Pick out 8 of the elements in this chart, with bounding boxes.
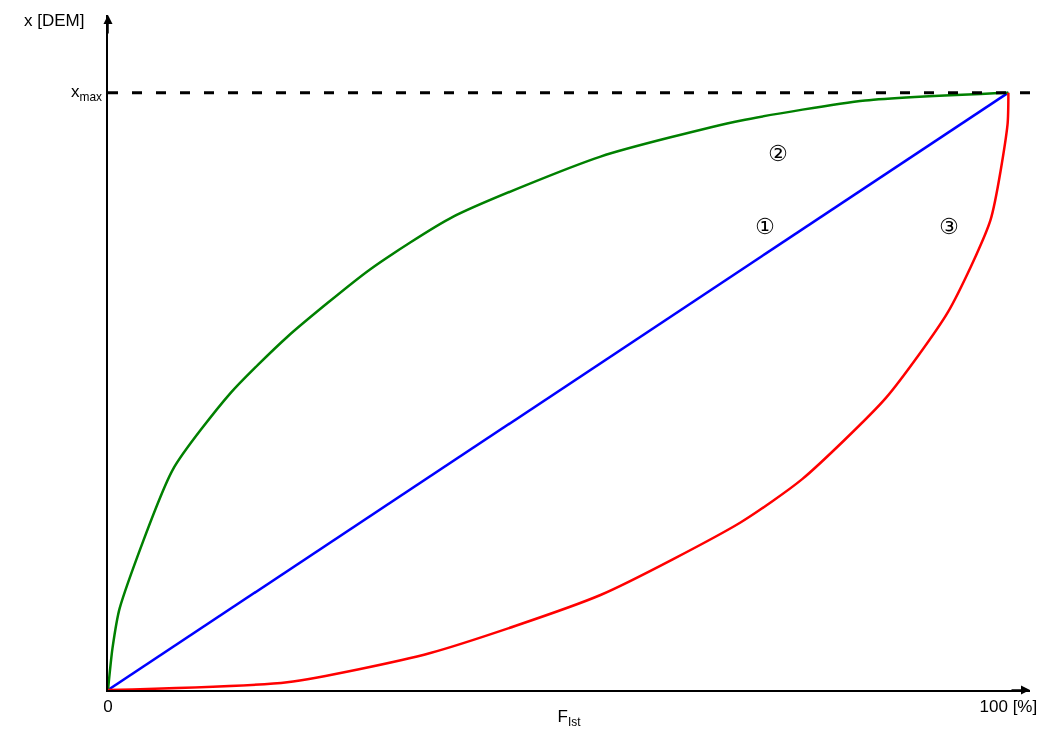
- series-label: ③: [939, 214, 959, 239]
- series-label: ②: [768, 141, 788, 166]
- x-tick-label: 0: [103, 697, 113, 717]
- ref-line-label: x$_{max}$: [71, 82, 103, 104]
- x-axis-title: F$_{Ist}$: [557, 707, 582, 729]
- y-axis-title: x [DEM]: [24, 11, 85, 30]
- x-tick-label: 100 [%]: [979, 697, 1038, 717]
- series-label: ①: [755, 214, 775, 239]
